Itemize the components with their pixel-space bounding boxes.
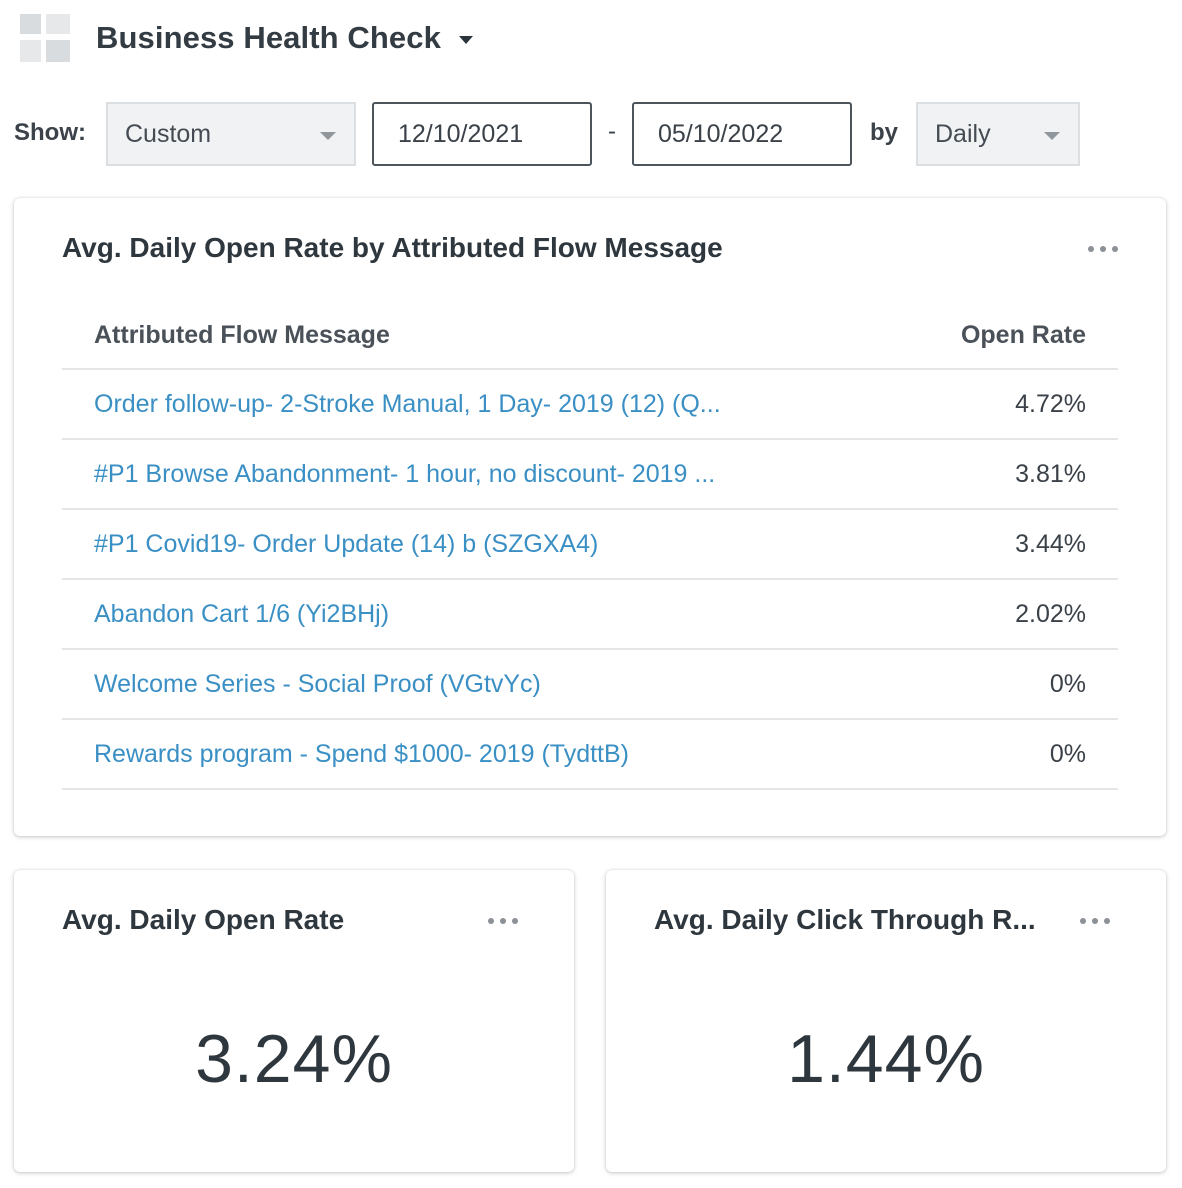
more-options-icon[interactable]: [1084, 242, 1122, 256]
date-separator: -: [608, 118, 616, 145]
flow-message-link[interactable]: Rewards program - Spend $1000- 2019 (Tyd…: [94, 739, 629, 768]
more-options-icon[interactable]: [1076, 914, 1114, 928]
by-label: by: [870, 119, 899, 146]
flow-message-link[interactable]: Order follow-up- 2-Stroke Manual, 1 Day-…: [94, 389, 721, 418]
range-select-value: Custom: [125, 119, 212, 148]
table-row: Rewards program - Spend $1000- 2019 (Tyd…: [62, 720, 1118, 790]
open-rate-value: 2.02%: [1015, 599, 1086, 628]
table-row: Welcome Series - Social Proof (VGtvYc) 0…: [62, 650, 1118, 720]
table-header: Attributed Flow Message Open Rate: [62, 302, 1118, 370]
column-header-open-rate[interactable]: Open Rate: [960, 320, 1086, 349]
flow-message-table-card: Avg. Daily Open Rate by Attributed Flow …: [14, 198, 1166, 836]
card-title: Avg. Daily Open Rate by Attributed Flow …: [62, 232, 723, 263]
open-rate-value: 4.72%: [1015, 389, 1086, 418]
table-row: #P1 Browse Abandonment- 1 hour, no disco…: [62, 440, 1118, 510]
chevron-down-icon: [458, 36, 473, 44]
flow-message-link[interactable]: #P1 Covid19- Order Update (14) b (SZGXA4…: [94, 529, 599, 558]
interval-select[interactable]: Daily: [916, 102, 1080, 166]
dashboard-grid-icon[interactable]: [20, 14, 70, 62]
range-select[interactable]: Custom: [106, 102, 356, 166]
dashboard-title: Business Health Check: [96, 20, 441, 55]
start-date-input[interactable]: 12/10/2021: [372, 102, 592, 166]
end-date-input[interactable]: 05/10/2022: [632, 102, 852, 166]
table-row: #P1 Covid19- Order Update (14) b (SZGXA4…: [62, 510, 1118, 580]
open-rate-value: 3.44%: [1015, 529, 1086, 558]
filter-bar: Show: Custom 12/10/2021 - 05/10/2022 by …: [14, 102, 1174, 166]
click-through-rate-card: Avg. Daily Click Through R... 1.44%: [606, 870, 1166, 1172]
dashboard-header: Business Health Check: [20, 14, 473, 62]
card-title: Avg. Daily Click Through R...: [654, 904, 1036, 935]
open-rate-card: Avg. Daily Open Rate 3.24%: [14, 870, 574, 1172]
more-options-icon[interactable]: [484, 914, 522, 928]
click-through-rate-metric: 1.44%: [787, 1021, 985, 1097]
open-rate-value: 0%: [1049, 739, 1086, 768]
flow-message-link[interactable]: #P1 Browse Abandonment- 1 hour, no disco…: [94, 459, 716, 488]
card-title: Avg. Daily Open Rate: [62, 904, 345, 935]
column-header-message[interactable]: Attributed Flow Message: [94, 320, 390, 349]
flow-message-link[interactable]: Abandon Cart 1/6 (Yi2BHj): [94, 599, 390, 628]
interval-select-value: Daily: [935, 119, 991, 148]
flow-message-link[interactable]: Welcome Series - Social Proof (VGtvYc): [94, 669, 541, 698]
flow-message-table: Attributed Flow Message Open Rate Order …: [62, 302, 1118, 790]
dashboard-selector[interactable]: Business Health Check: [96, 20, 473, 56]
dropdown-arrow-icon: [320, 132, 336, 140]
open-rate-value: 3.81%: [1015, 459, 1086, 488]
dropdown-arrow-icon: [1044, 132, 1060, 140]
open-rate-metric: 3.24%: [195, 1021, 393, 1097]
show-label: Show:: [14, 119, 86, 146]
open-rate-value: 0%: [1049, 669, 1086, 698]
table-row: Order follow-up- 2-Stroke Manual, 1 Day-…: [62, 370, 1118, 440]
table-row: Abandon Cart 1/6 (Yi2BHj) 2.02%: [62, 580, 1118, 650]
